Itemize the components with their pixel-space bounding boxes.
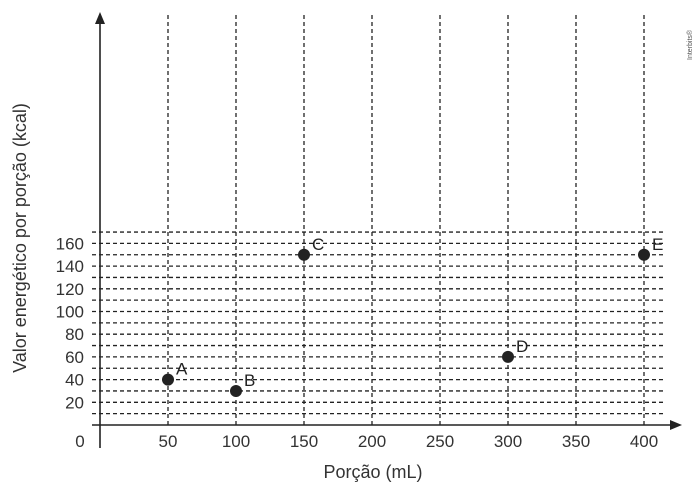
data-point-label: A (176, 360, 188, 379)
y-tick-label: 40 (65, 371, 84, 390)
data-point-label: C (312, 235, 324, 254)
x-tick-label: 50 (159, 432, 178, 451)
watermark: Interbits® (686, 29, 694, 60)
x-tick-label: 150 (290, 432, 318, 451)
x-tick-label: 200 (358, 432, 386, 451)
axes (92, 12, 682, 448)
x-tick-label: 350 (562, 432, 590, 451)
y-tick-label: 160 (56, 234, 84, 253)
x-axis-title: Porção (mL) (323, 462, 422, 482)
y-tick-label: 60 (65, 348, 84, 367)
grid-lines (92, 15, 665, 425)
x-tick-label: 250 (426, 432, 454, 451)
y-tick-label: 120 (56, 280, 84, 299)
y-tick-label: 100 (56, 303, 84, 322)
origin-label: 0 (75, 432, 84, 451)
data-points: A B C D E (162, 235, 663, 397)
data-point (502, 350, 514, 363)
y-tick-label: 80 (65, 325, 84, 344)
y-tick-labels: 20 40 60 80 100 120 140 160 (56, 234, 84, 412)
y-axis-arrow (95, 12, 105, 24)
data-point-label: D (516, 337, 528, 356)
y-tick-label: 140 (56, 257, 84, 276)
data-point (298, 248, 310, 261)
x-tick-labels: 50 100 150 200 250 300 350 400 (159, 432, 659, 451)
x-tick-label: 400 (630, 432, 658, 451)
data-point (638, 248, 650, 261)
x-tick-label: 100 (222, 432, 250, 451)
data-point (162, 373, 174, 386)
data-point-label: B (244, 371, 255, 390)
x-tick-label: 300 (494, 432, 522, 451)
data-point-label: E (652, 235, 663, 254)
x-axis-arrow (670, 420, 682, 430)
data-point (230, 384, 242, 397)
y-tick-label: 20 (65, 393, 84, 412)
y-axis-title: Valor energético por porção (kcal) (10, 103, 30, 373)
